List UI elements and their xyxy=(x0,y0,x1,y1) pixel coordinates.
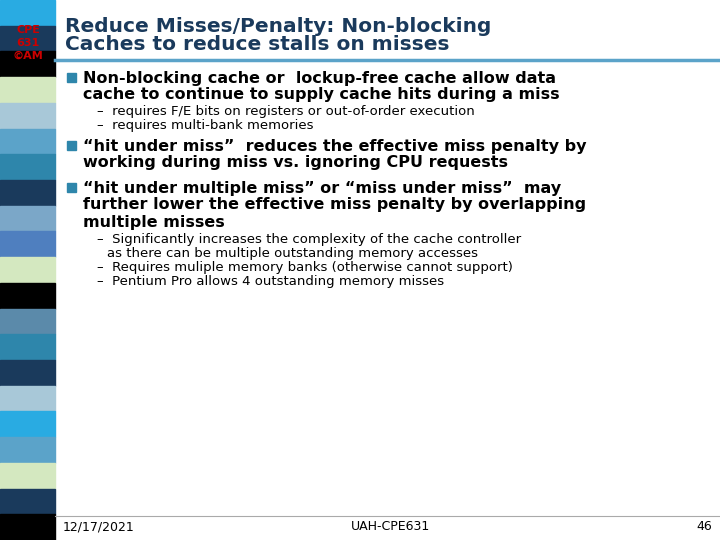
Text: working during miss vs. ignoring CPU requests: working during miss vs. ignoring CPU req… xyxy=(83,156,508,171)
Text: further lower the effective miss penalty by overlapping: further lower the effective miss penalty… xyxy=(83,198,586,213)
Bar xyxy=(67,183,76,192)
Text: –  Pentium Pro allows 4 outstanding memory misses: – Pentium Pro allows 4 outstanding memor… xyxy=(97,274,444,287)
Bar xyxy=(0,257,55,283)
Bar xyxy=(0,360,55,386)
Bar xyxy=(0,0,55,26)
Bar xyxy=(67,141,76,150)
Bar xyxy=(0,180,55,206)
Text: Caches to reduce stalls on misses: Caches to reduce stalls on misses xyxy=(65,36,449,55)
Text: “hit under multiple miss” or “miss under miss”  may: “hit under multiple miss” or “miss under… xyxy=(83,180,561,195)
Bar xyxy=(0,154,55,180)
Text: 46: 46 xyxy=(696,521,712,534)
Bar xyxy=(0,26,55,51)
Bar xyxy=(0,437,55,463)
Text: ©AM: ©AM xyxy=(13,51,43,61)
Text: –  requires F/E bits on registers or out-of-order execution: – requires F/E bits on registers or out-… xyxy=(97,105,474,118)
Text: UAH-CPE631: UAH-CPE631 xyxy=(351,521,430,534)
Text: multiple misses: multiple misses xyxy=(83,214,225,230)
Text: Non-blocking cache or  lockup-free cache allow data: Non-blocking cache or lockup-free cache … xyxy=(83,71,556,85)
Bar xyxy=(67,73,76,82)
Bar xyxy=(0,386,55,411)
Text: CPE: CPE xyxy=(16,25,40,35)
Text: 631: 631 xyxy=(17,38,40,48)
Bar xyxy=(0,283,55,308)
Bar xyxy=(0,103,55,129)
Text: 12/17/2021: 12/17/2021 xyxy=(63,521,135,534)
Bar xyxy=(0,308,55,334)
Bar xyxy=(0,232,55,257)
Bar xyxy=(0,129,55,154)
Bar xyxy=(0,463,55,489)
Text: as there can be multiple outstanding memory accesses: as there can be multiple outstanding mem… xyxy=(107,246,478,260)
Bar xyxy=(0,489,55,514)
Bar xyxy=(0,514,55,540)
Text: Reduce Misses/Penalty: Non-blocking: Reduce Misses/Penalty: Non-blocking xyxy=(65,17,491,36)
Bar xyxy=(0,77,55,103)
Text: –  Requires muliple memory banks (otherwise cannot support): – Requires muliple memory banks (otherwi… xyxy=(97,260,513,273)
Text: –  Significantly increases the complexity of the cache controller: – Significantly increases the complexity… xyxy=(97,233,521,246)
Text: “hit under miss”  reduces the effective miss penalty by: “hit under miss” reduces the effective m… xyxy=(83,138,587,153)
Bar xyxy=(0,51,55,77)
Text: –  requires multi-bank memories: – requires multi-bank memories xyxy=(97,119,313,132)
Text: cache to continue to supply cache hits during a miss: cache to continue to supply cache hits d… xyxy=(83,87,559,103)
Bar xyxy=(0,206,55,232)
Bar xyxy=(0,411,55,437)
Bar xyxy=(0,334,55,360)
